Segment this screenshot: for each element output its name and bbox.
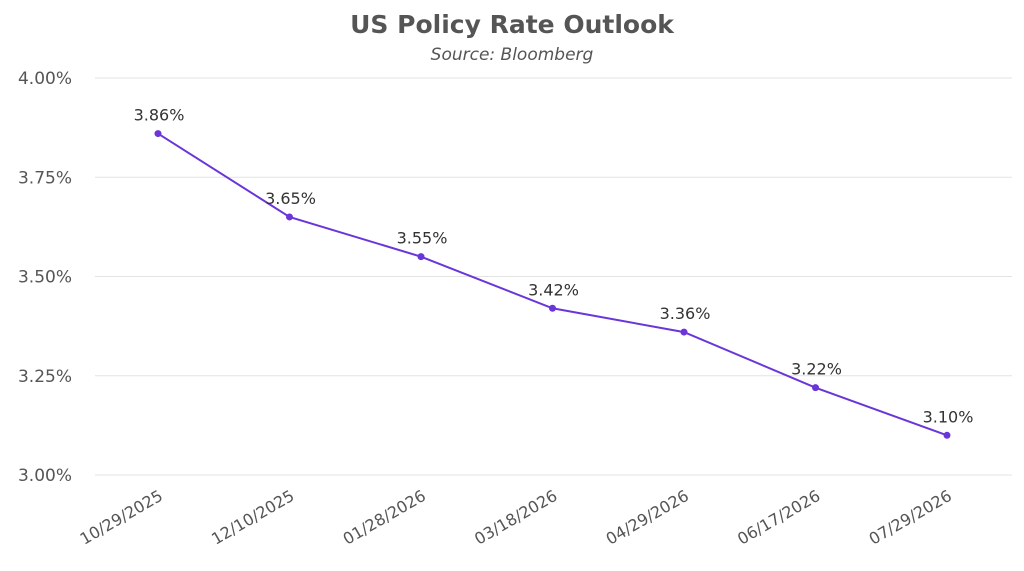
data-point	[417, 253, 425, 261]
data-point	[680, 328, 688, 336]
x-axis-ticks: 10/29/2025 12/10/2025 01/28/2026 03/18/2026…	[77, 486, 955, 549]
data-label: 3.42%	[528, 280, 579, 299]
data-label: 3.36%	[660, 304, 711, 323]
data-points	[154, 130, 951, 439]
x-tick-label: 07/29/2026	[866, 486, 955, 549]
data-point	[943, 431, 951, 439]
y-tick-label: 3.25%	[18, 367, 72, 387]
data-label: 3.55%	[397, 229, 448, 248]
y-axis-ticks: 4.00% 3.75% 3.50% 3.25% 3.00%	[18, 69, 72, 486]
data-point	[549, 304, 556, 312]
x-tick-label: 06/17/2026	[734, 486, 823, 549]
data-label: 3.65%	[265, 189, 316, 208]
y-tick-label: 4.00%	[18, 69, 72, 89]
x-tick-label: 10/29/2025	[77, 486, 166, 549]
x-tick-label: 01/28/2026	[340, 486, 429, 549]
y-tick-label: 3.00%	[18, 466, 72, 486]
x-tick-label: 04/29/2026	[603, 486, 692, 549]
data-point	[812, 384, 819, 392]
data-label: 3.10%	[923, 407, 974, 426]
chart-subtitle: Source: Bloomberg	[431, 45, 594, 65]
x-tick-label: 12/10/2025	[208, 486, 297, 549]
y-tick-label: 3.75%	[18, 168, 72, 188]
data-labels: 3.86% 3.65% 3.55% 3.42% 3.36% 3.22% 3.10%	[134, 106, 974, 427]
gridlines	[95, 77, 1012, 476]
data-label: 3.86%	[134, 106, 185, 125]
x-tick-label: 03/18/2026	[471, 486, 560, 549]
data-point	[154, 130, 162, 138]
y-tick-label: 3.50%	[18, 268, 72, 288]
chart-title: US Policy Rate Outlook	[350, 10, 675, 39]
data-point	[286, 213, 293, 221]
data-label: 3.22%	[791, 360, 842, 379]
